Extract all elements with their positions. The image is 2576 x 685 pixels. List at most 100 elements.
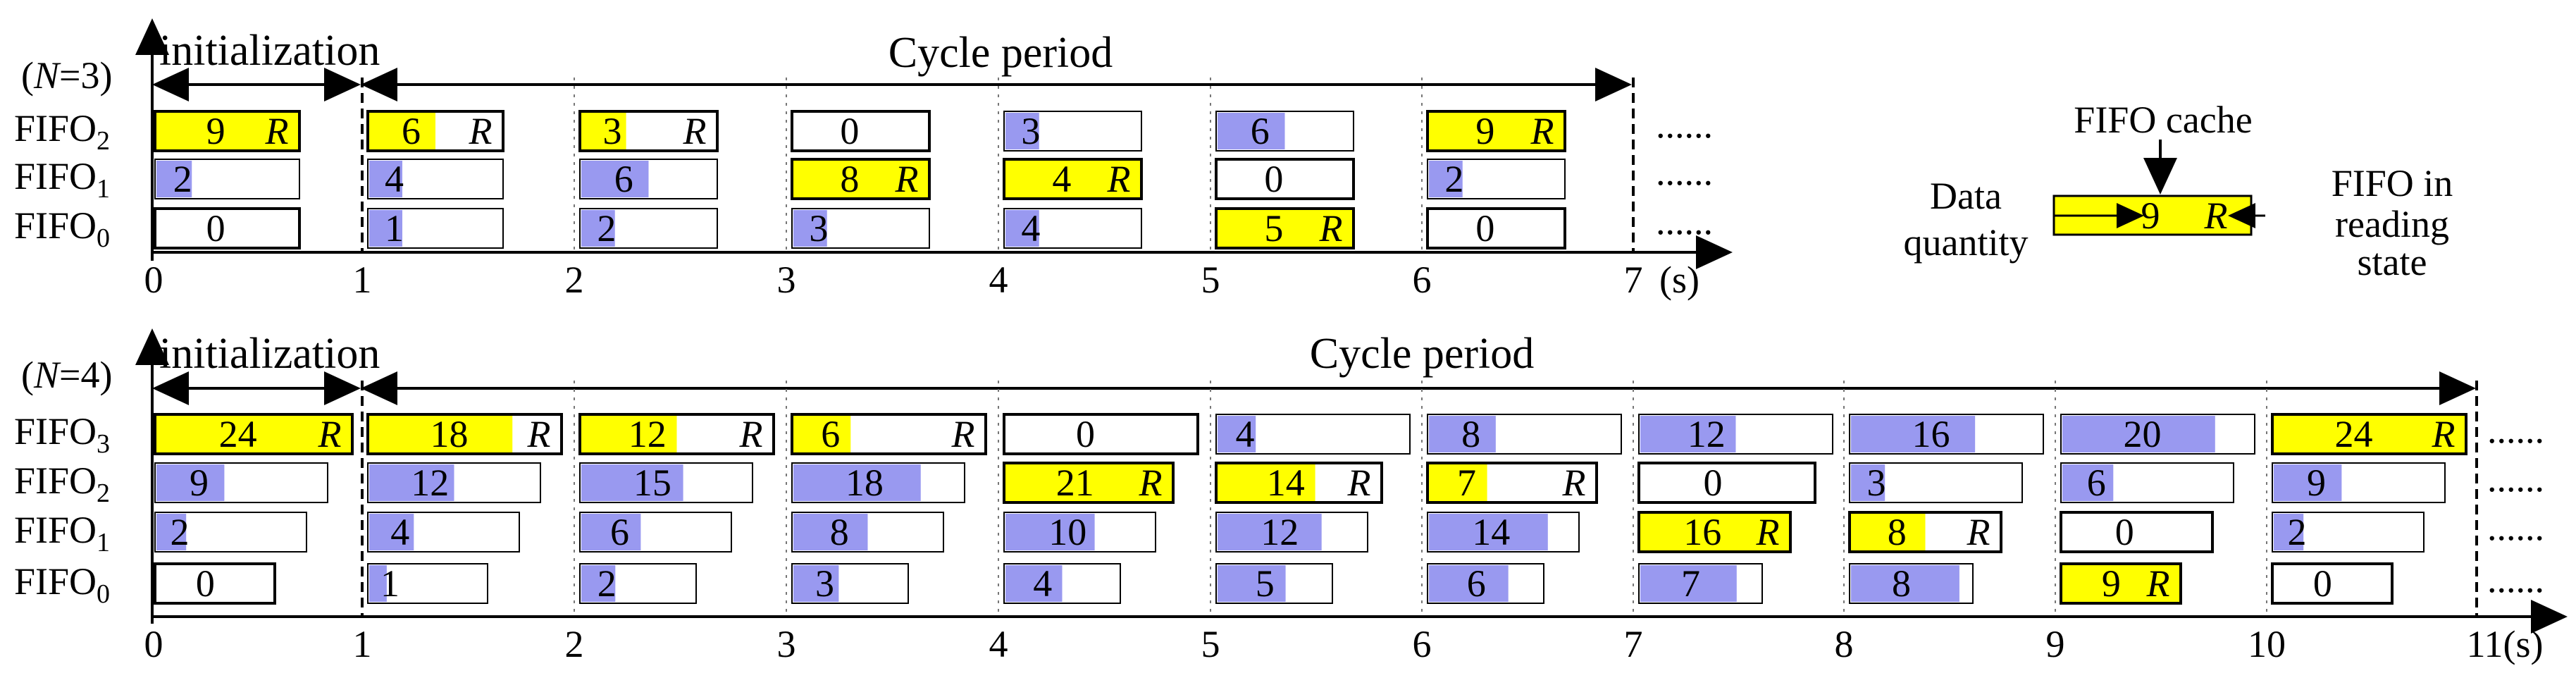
top-cell-value: 4 [1052, 158, 1071, 200]
cells-bottom: 24 R 18 R 12 R 6 R 0 4 8 12 16 20 24 R9 12 15 18 21 R 14 R 7 R 0 3… [154, 413, 2467, 605]
bottom-cell: 18 [791, 462, 965, 504]
ellipsis-top-0: ...... [1656, 104, 1713, 146]
bottom-cell-fill [1218, 565, 1286, 602]
top-cell-fill [1005, 113, 1039, 149]
row-label-fifo1-b: FIFO1 [14, 509, 110, 557]
legend: FIFO cache 9 R Data quantity FIFO in rea… [1904, 99, 2453, 283]
bottom-cell-value: 16 [1683, 511, 1721, 553]
bottom-cell: 14 R [1215, 462, 1383, 504]
bottom-cell: 5 [1215, 562, 1333, 605]
bottom-cell-read-flag: R [1967, 511, 1990, 553]
grid-bottom [361, 381, 2478, 617]
bottom-cell-read-flag: R [1756, 511, 1780, 553]
bottom-cell: 2 [2272, 511, 2425, 553]
ellipsis-bottom-3: ...... [2487, 558, 2544, 600]
bottom-cell-value: 6 [610, 511, 629, 553]
bottom-cell-fill [1005, 514, 1095, 550]
bottom-cell-read-flag: R [1347, 462, 1371, 504]
bottom-cell-value: 16 [1912, 413, 1950, 455]
bottom-cell: 21 R [1003, 462, 1175, 504]
ellipsis-bottom-2: ...... [2487, 506, 2544, 548]
bottom-cell: 8 [791, 511, 944, 553]
bottom-cell-value: 20 [2124, 413, 2162, 455]
bottom-cell-value: 6 [1467, 562, 1486, 605]
bottom-cell: 4 [1215, 413, 1411, 455]
top-cell-fill [581, 113, 626, 149]
bottom-cell: 12 R [578, 413, 775, 455]
bottom-cell-value: 8 [1461, 413, 1480, 455]
bottom-cell-value: 7 [1681, 562, 1700, 605]
bottom-tick-label: 2 [565, 623, 584, 665]
bottom-cell: 16 [1849, 413, 2044, 455]
top-cell-value: 0 [206, 207, 225, 249]
bottom-cell-fill [2062, 464, 2114, 501]
top-cell: 2 [154, 158, 300, 200]
bottom-cell-fill [1640, 514, 1789, 550]
bottom-cell-fill [1429, 514, 1548, 550]
cells-top: 9 R 6 R 3 R 0 3 6 9 R2 4 6 8 R 4 R 0 20 1 2 3 4 5 R 0 [154, 110, 1566, 249]
bottom-cell-fill [793, 464, 921, 501]
bottom-cell-value: 9 [2102, 562, 2121, 605]
bottom-cell-box [1637, 462, 1816, 504]
bottom-cell-read-flag: R [951, 413, 975, 455]
bottom-cell: 7 [1638, 562, 1763, 605]
top-cell-value: 6 [1251, 110, 1270, 152]
bottom-cell-fill [156, 464, 225, 501]
top-cell-read-flag: R [1530, 110, 1554, 152]
row-label-fifo3-b: FIFO3 [14, 410, 110, 459]
bottom-cell-fill [2274, 464, 2342, 501]
top-cell: 2 [579, 207, 718, 249]
bottom-cell-value: 2 [2288, 511, 2307, 553]
init-label-bottom: initialization [159, 330, 380, 378]
bottom-cell-value: 7 [1457, 462, 1476, 504]
grid-top [361, 78, 1635, 252]
top-cell-fill [1218, 210, 1352, 247]
bottom-cell-value: 12 [1688, 413, 1726, 455]
top-cell: 1 [367, 207, 504, 249]
legend-data-label-1: Data [1930, 175, 2002, 217]
bottom-cell: 3 [1849, 462, 2023, 504]
legend-state-label-3: state [2358, 241, 2427, 283]
top-cell-fill [1429, 113, 1563, 149]
top-cell: 3 [1003, 110, 1142, 152]
bottom-cell-value: 6 [2087, 462, 2106, 504]
bottom-cell-fill [2274, 514, 2304, 550]
top-tick-label: 0 [144, 259, 163, 301]
top-cell-value: 0 [840, 110, 859, 152]
bottom-tick-label: 7 [1624, 623, 1643, 665]
bottom-cell-value: 0 [1704, 462, 1723, 504]
bottom-cell-value: 9 [2307, 462, 2326, 504]
bottom-cell-fill [369, 565, 387, 602]
legend-state-label-1: FIFO in [2332, 162, 2453, 204]
bottom-tick-label: 1 [353, 623, 372, 665]
top-tick-label: 3 [777, 259, 796, 301]
top-cell-value: 9 [1475, 110, 1494, 152]
bottom-tick-label: 3 [777, 623, 796, 665]
bottom-cell-fill [1640, 565, 1737, 602]
bottom-cell-fill [1640, 416, 1736, 452]
top-cell: 6 [1215, 110, 1354, 152]
top-cell-value: 8 [840, 158, 859, 200]
legend-cache-label: FIFO cache [2074, 99, 2252, 141]
bottom-cell-fill [1851, 464, 1885, 501]
top-cell-value: 1 [385, 207, 404, 249]
bottom-cell-fill [581, 416, 677, 452]
bottom-cell: 6 [579, 511, 732, 553]
bottom-cell-fill [1218, 514, 1322, 550]
bottom-cell-box [2271, 562, 2394, 605]
bottom-cell-value: 4 [390, 511, 409, 553]
bottom-cell: 10 [1003, 511, 1156, 553]
bottom-cell: 6 [1427, 562, 1544, 605]
legend-state-label-2: reading [2335, 203, 2449, 245]
bottom-cell-read-flag: R [1139, 462, 1163, 504]
top-cell-value: 6 [402, 110, 421, 152]
bottom-cell-value: 2 [171, 511, 190, 553]
bottom-cell-value: 6 [821, 413, 840, 455]
